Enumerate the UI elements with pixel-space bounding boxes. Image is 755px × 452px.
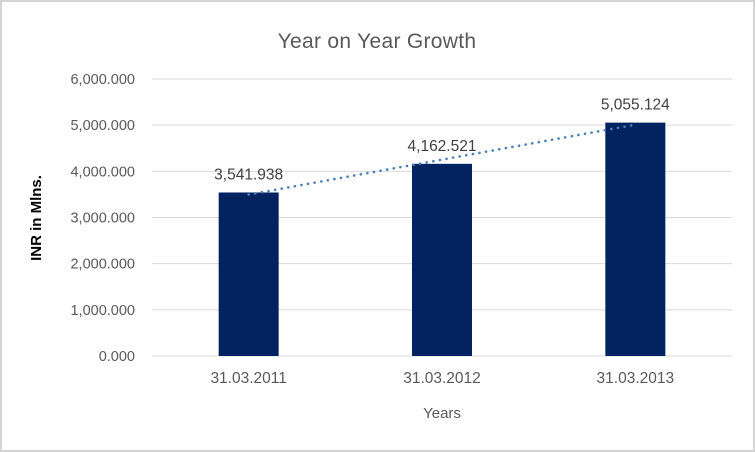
trendline (247, 123, 637, 196)
y-axis-title: INR in Mlns. (28, 175, 45, 261)
x-tick-label: 31.03.2013 (597, 370, 675, 387)
y-tick-label: 3,000.000 (70, 211, 135, 227)
bar-value-label: 3,541.938 (214, 166, 283, 183)
y-tick-label: 2,000.000 (70, 257, 135, 273)
bar-value-label: 5,055.124 (601, 97, 670, 114)
x-axis-ticks-layer: 31.03.2011 31.03.2012 31.03.2013 (210, 370, 674, 387)
x-tick-label: 31.03.2012 (403, 370, 481, 387)
x-tick-label: 31.03.2011 (210, 370, 286, 387)
y-tick-label: 6,000.000 (70, 72, 135, 88)
y-tick-label: 1,000.000 (70, 303, 135, 319)
bar-31.03.2011[interactable] (218, 192, 279, 356)
x-axis-title: Years (423, 405, 461, 422)
y-axis-ticks-layer: 0.000 1,000.000 2,000.000 3,000.000 4,000.00… (70, 72, 135, 365)
y-tick-label: 5,000.000 (70, 118, 135, 134)
bar-31.03.2013[interactable] (605, 122, 666, 357)
value-labels-layer: 3,541.938 4,162.521 5,055.124 (214, 97, 670, 184)
chart-title: Year on Year Growth (278, 30, 477, 53)
bar-value-label: 4,162.521 (408, 138, 477, 155)
y-tick-label: 0.000 (99, 349, 135, 365)
bars-layer (218, 122, 666, 357)
trendline-layer (247, 123, 637, 196)
bar-31.03.2012[interactable] (412, 163, 472, 356)
y-tick-label: 4,000.000 (70, 164, 135, 180)
